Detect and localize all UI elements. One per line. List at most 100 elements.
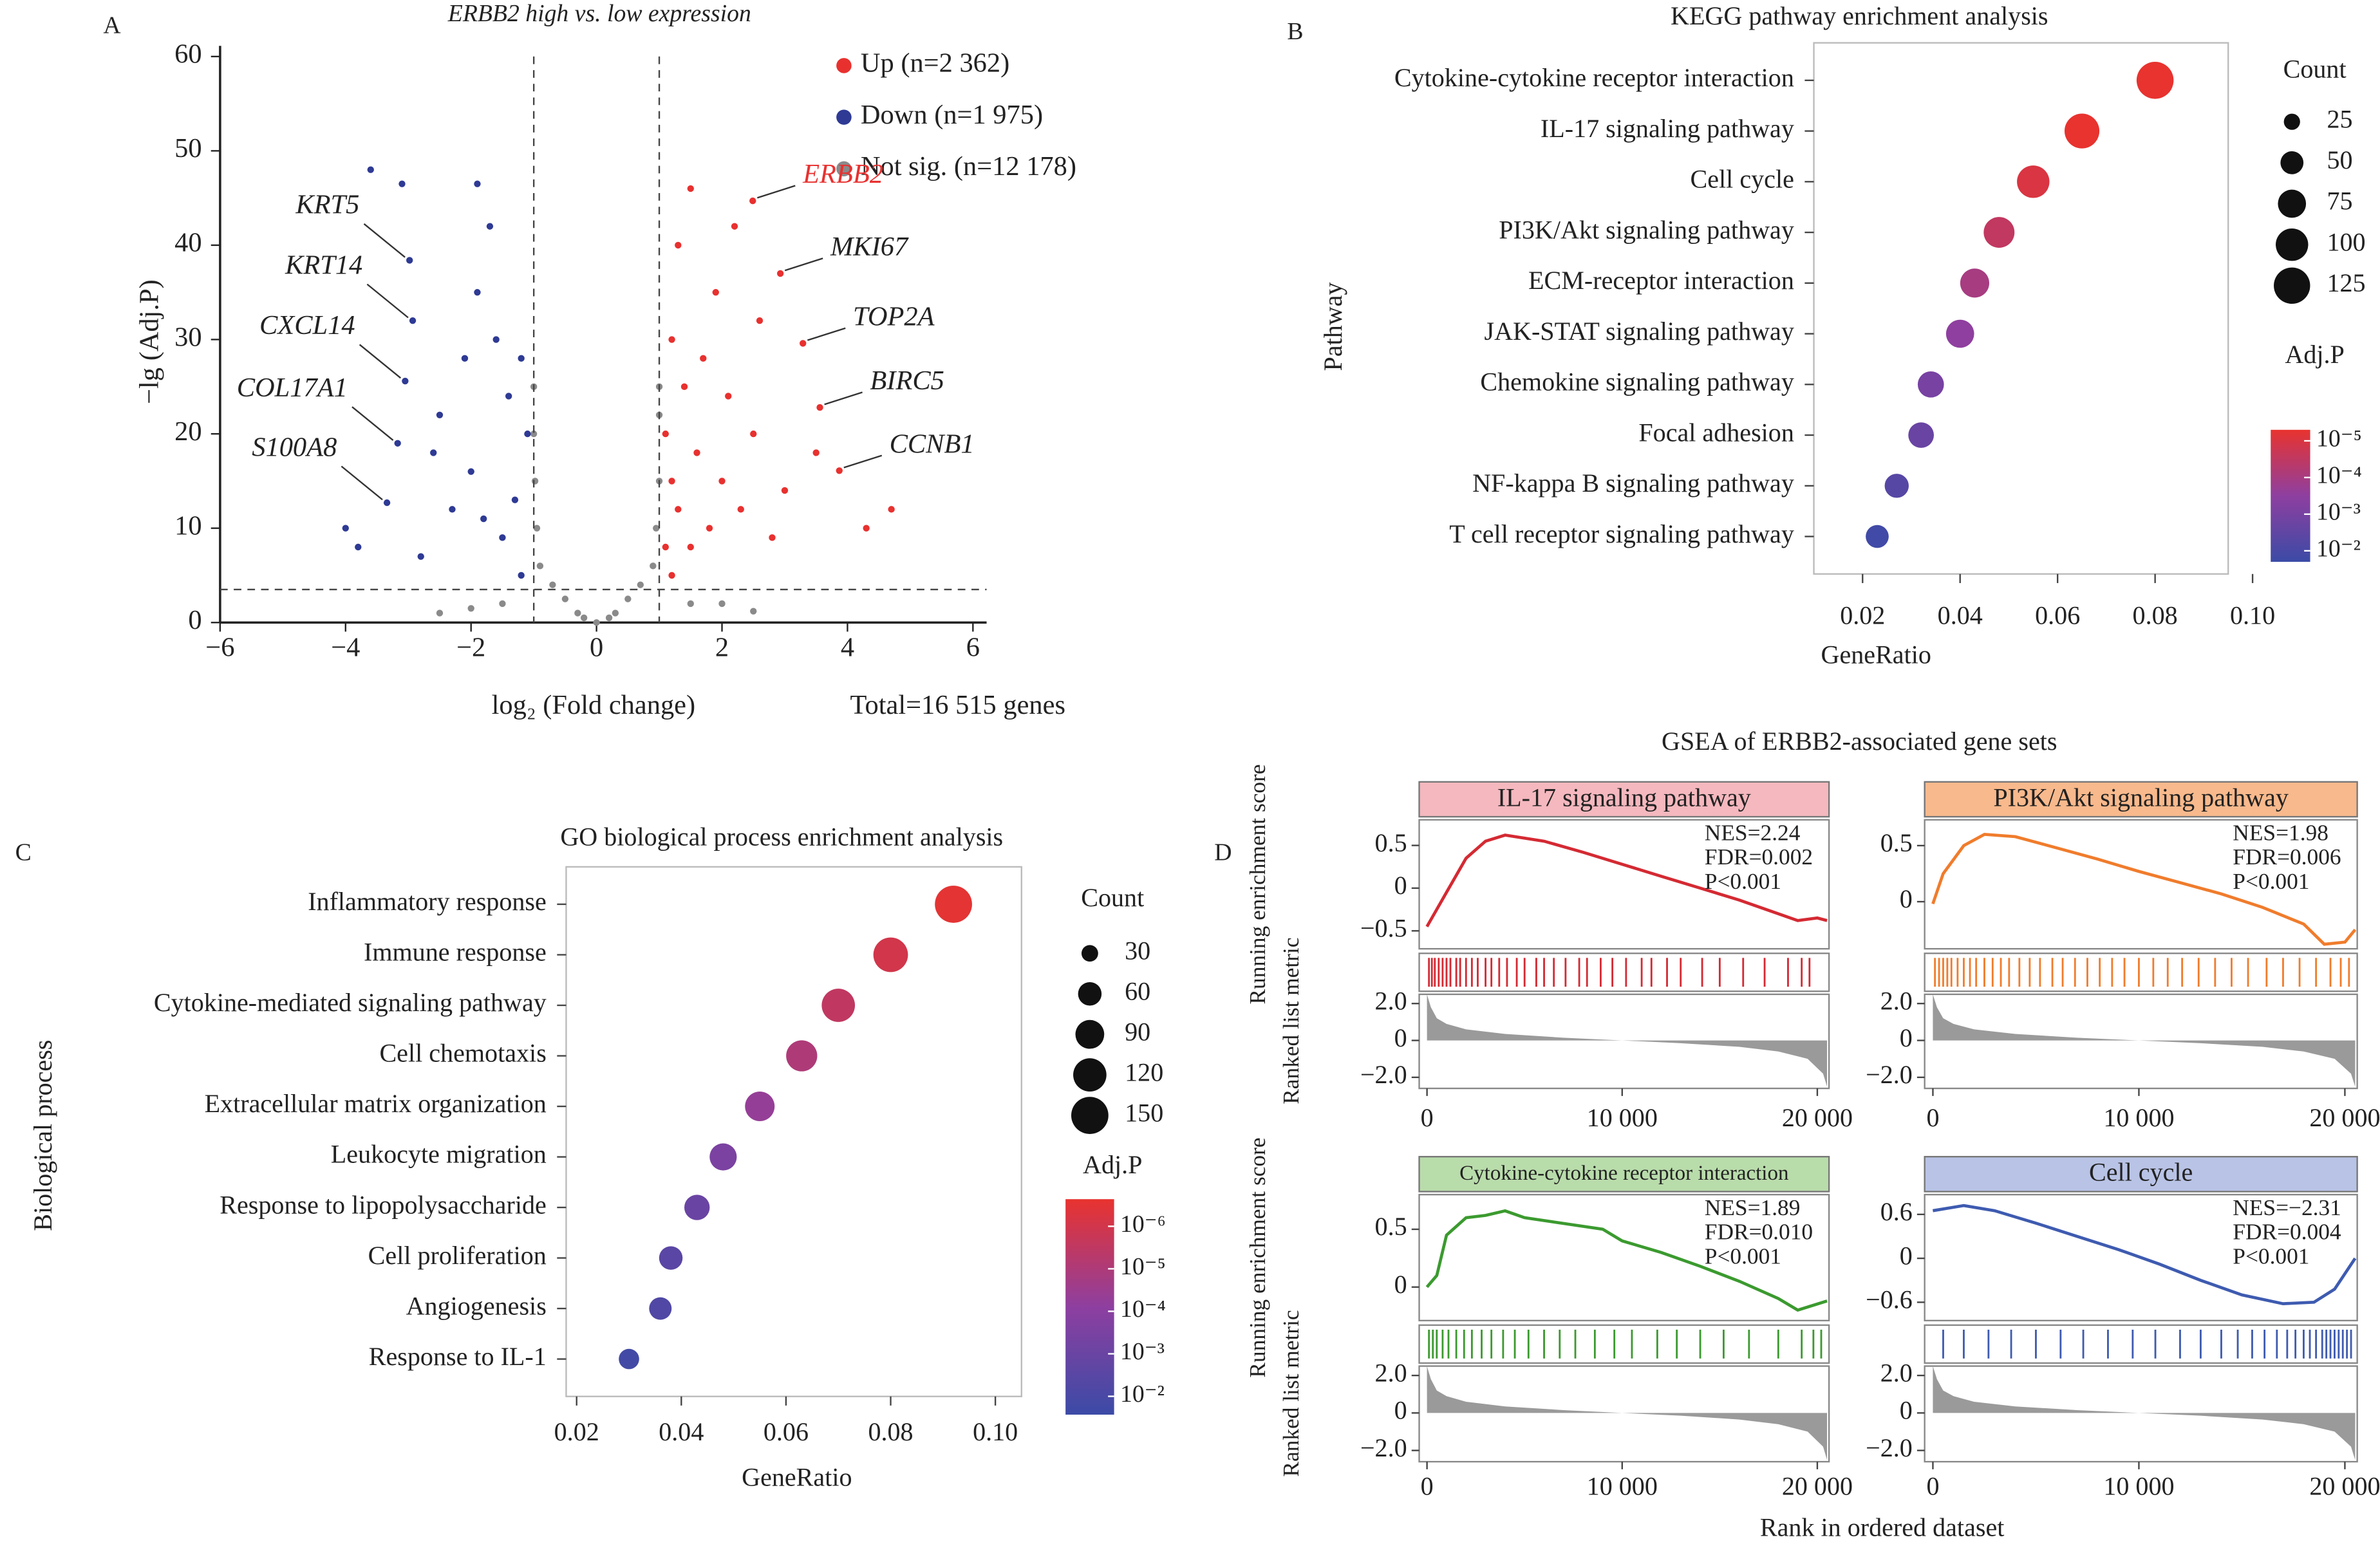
data-point xyxy=(531,478,539,485)
plot-frame xyxy=(565,866,1022,1397)
data-point xyxy=(436,411,444,418)
size-legend-label: 25 xyxy=(2327,104,2352,133)
x-tick-label: 20 000 xyxy=(2309,1103,2380,1132)
x-axis-label: log₂ (Fold change) xyxy=(492,690,696,720)
bubble xyxy=(619,1348,639,1370)
plot-frame xyxy=(1924,993,2358,1090)
annotation-line xyxy=(756,185,796,199)
x-tick-label: −2 xyxy=(456,632,485,662)
colorbar xyxy=(2271,429,2310,562)
x-axis-label: GeneRatio xyxy=(1821,640,1931,669)
annotation-line xyxy=(843,454,883,469)
data-point xyxy=(536,563,544,570)
metric-tick-label: 0 xyxy=(1900,1396,1913,1425)
y-tick-label: T cell receptor signaling pathway xyxy=(1449,519,1794,548)
bubble xyxy=(745,1092,775,1122)
bubble xyxy=(1884,474,1909,498)
x-axis-label: GeneRatio xyxy=(742,1463,852,1492)
metric-tick-label: 0 xyxy=(1394,1396,1407,1425)
colorbar-label: 10⁻² xyxy=(2316,535,2361,562)
colorbar-label: 10⁻⁵ xyxy=(2316,425,2362,452)
y-tick-label: Response to IL-1 xyxy=(369,1342,547,1371)
metric-tick-label: 0 xyxy=(1900,1023,1913,1052)
data-point xyxy=(612,609,619,617)
stat-label: P<0.001 xyxy=(2233,868,2309,894)
y-tick-label: IL-17 signaling pathway xyxy=(1541,114,1794,143)
data-point xyxy=(725,393,732,400)
legend-marker xyxy=(836,109,852,125)
colorbar-label: 10⁻³ xyxy=(2316,499,2361,526)
y-tick-label: Chemokine signaling pathway xyxy=(1480,367,1794,396)
bubble xyxy=(1908,422,1935,448)
size-legend-marker xyxy=(1075,1019,1105,1049)
data-point xyxy=(549,581,556,588)
x-tick-label: 0 xyxy=(1421,1103,1434,1132)
data-point xyxy=(693,449,700,456)
plot-frame xyxy=(1418,953,1830,992)
x-tick-label: 0.08 xyxy=(868,1417,913,1446)
color-legend-title: Adj.P xyxy=(2285,340,2344,369)
plot-frame xyxy=(1418,819,1830,950)
data-point xyxy=(406,257,413,264)
y-tick-label: 0 xyxy=(188,605,201,635)
title-box xyxy=(1418,1156,1830,1193)
y-axis-label: Biological process xyxy=(28,1040,57,1231)
es-curve xyxy=(1425,833,1828,927)
panel-label: D xyxy=(1214,839,1232,866)
data-point xyxy=(836,467,843,474)
panel-title: IL-17 signaling pathway xyxy=(1497,783,1751,812)
y-tick-label: 0 xyxy=(1900,884,1913,913)
bubble xyxy=(2064,113,2100,149)
data-point xyxy=(511,496,519,503)
data-point xyxy=(668,478,675,485)
metric-axis-label: Ranked list metric xyxy=(1278,1310,1304,1476)
stat-label: P<0.001 xyxy=(2233,1243,2309,1269)
y-tick-label: Extracellular matrix organization xyxy=(205,1089,547,1118)
y-tick-label: JAK-STAT signaling pathway xyxy=(1484,317,1794,346)
y-tick-label: 40 xyxy=(174,228,201,258)
y-tick-label: Cell proliferation xyxy=(368,1241,547,1270)
plot-frame xyxy=(1418,1324,1830,1364)
colorbar-label: 10⁻² xyxy=(1120,1381,1165,1408)
bubble xyxy=(821,989,856,1022)
annotation-line xyxy=(359,344,402,379)
data-point xyxy=(474,289,481,296)
size-legend-marker xyxy=(1073,1058,1107,1092)
size-legend-label: 30 xyxy=(1125,936,1150,965)
x-tick-label: 10 000 xyxy=(2103,1472,2174,1501)
data-point xyxy=(800,340,807,347)
x-tick-label: 10 000 xyxy=(2103,1103,2174,1132)
gene-label: BIRC5 xyxy=(870,366,944,396)
data-point xyxy=(605,614,613,622)
bubble xyxy=(1866,525,1889,548)
data-point xyxy=(499,534,506,541)
y-tick-label: −0.6 xyxy=(1866,1285,1913,1314)
data-point xyxy=(750,430,757,438)
data-point xyxy=(474,180,481,187)
data-point xyxy=(662,543,669,551)
data-point xyxy=(675,506,682,513)
size-legend-label: 90 xyxy=(1125,1017,1150,1046)
y-tick-label: 0 xyxy=(1394,1270,1407,1299)
stat-label: P<0.001 xyxy=(1705,868,1781,894)
data-point xyxy=(467,605,474,612)
data-point xyxy=(687,600,694,608)
plot-frame xyxy=(1418,1193,1830,1322)
data-point xyxy=(675,241,682,249)
size-legend-label: 75 xyxy=(2327,187,2352,216)
es-curve xyxy=(1933,1204,2357,1306)
data-point xyxy=(731,223,738,230)
bubble xyxy=(709,1143,737,1171)
metric-tick-label: 2.0 xyxy=(1375,1358,1407,1387)
plot-frame xyxy=(1418,1365,1830,1463)
data-point xyxy=(461,355,469,362)
size-legend-label: 120 xyxy=(1125,1057,1163,1086)
colorbar-label: 10⁻⁴ xyxy=(1120,1296,1166,1323)
gsea-x-label: Rank in ordered dataset xyxy=(1760,1512,2004,1541)
legend-label: Up (n=2 362) xyxy=(861,48,1009,79)
size-legend-title: Count xyxy=(2283,55,2347,84)
y-tick-label: 0 xyxy=(1900,1241,1913,1270)
metric-area xyxy=(1933,1366,2356,1460)
panel-label: C xyxy=(15,839,32,866)
